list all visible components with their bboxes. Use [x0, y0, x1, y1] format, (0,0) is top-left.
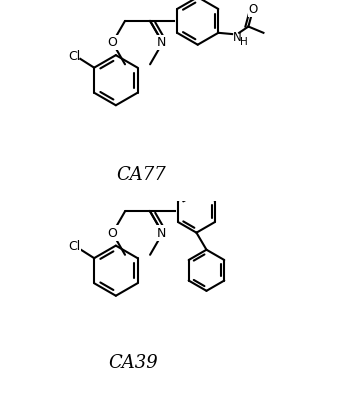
Text: N: N	[157, 36, 166, 49]
Text: CA39: CA39	[109, 354, 158, 373]
Text: Cl: Cl	[68, 240, 80, 253]
Text: CA77: CA77	[116, 166, 166, 184]
Text: N: N	[233, 30, 242, 44]
Text: N: N	[157, 227, 166, 239]
Text: O: O	[249, 3, 258, 16]
Text: H: H	[240, 37, 248, 47]
Text: O: O	[107, 36, 117, 49]
Text: O: O	[107, 227, 117, 239]
Text: Cl: Cl	[68, 50, 80, 63]
